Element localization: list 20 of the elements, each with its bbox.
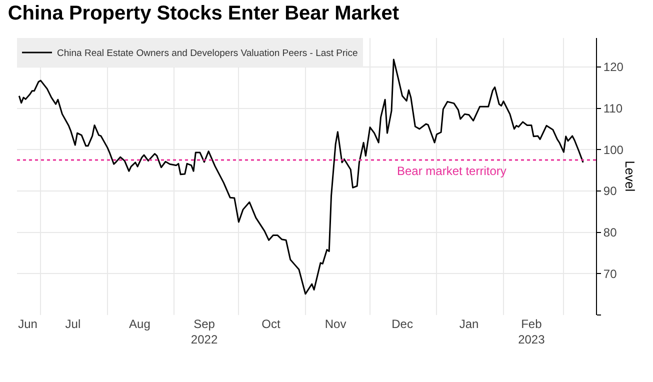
x-tick-label: Aug: [129, 317, 150, 331]
y-tick-label: 120: [603, 60, 624, 74]
x-tick-label: Nov: [324, 317, 346, 331]
chart-title: China Property Stocks Enter Bear Market: [8, 2, 400, 25]
line-series: [18, 58, 584, 295]
y-tick-label: 110: [603, 101, 623, 116]
ref-line-label: Bear market territory: [397, 164, 506, 178]
x-tick-label: Dec: [392, 317, 413, 331]
x-tick-label: Oct: [262, 317, 281, 331]
x-tick-label: Jun: [18, 317, 38, 331]
x-tick-label: Sep 2022: [190, 317, 218, 347]
y-axis-title: Level: [622, 160, 638, 192]
x-tick-label: Feb 2023: [518, 317, 546, 347]
y-tick-label: 90: [603, 184, 618, 198]
y-tick-label: 70: [603, 266, 618, 281]
x-tick-label: Jan: [459, 317, 479, 331]
y-tick-label: 100: [603, 142, 624, 157]
x-tick-label: Jul: [65, 317, 81, 331]
y-tick-label: 80: [603, 226, 618, 240]
legend-label: China Real Estate Owners and Developers Valuation Peers - Last Price: [57, 48, 358, 60]
